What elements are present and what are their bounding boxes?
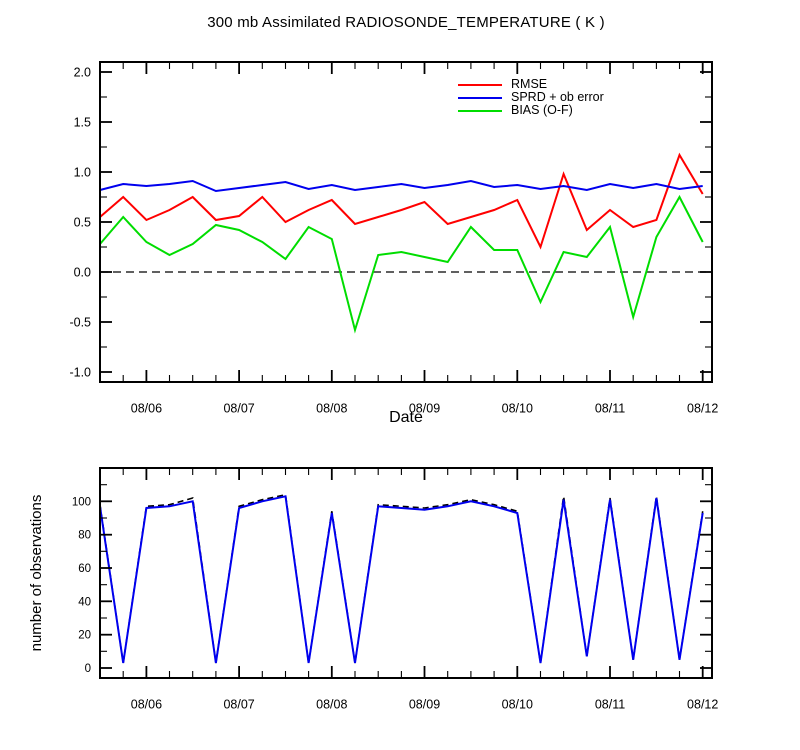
x-tick-label: 08/09 bbox=[409, 698, 440, 712]
legend-label-bias: BIAS (O-F) bbox=[511, 103, 573, 117]
x-tick-label: 08/08 bbox=[316, 698, 347, 712]
chart-title: 300 mb Assimilated RADIOSONDE_TEMPERATUR… bbox=[207, 14, 605, 31]
legend-line-bias bbox=[458, 109, 502, 112]
x-tick-label: 08/08 bbox=[316, 402, 347, 416]
series-line-bias-o-f- bbox=[99, 194, 704, 334]
x-tick-label: 08/12 bbox=[687, 402, 718, 416]
x-tick-label: 08/06 bbox=[131, 402, 162, 416]
y-tick-label: 0.5 bbox=[74, 215, 91, 229]
x-axis-ticks bbox=[99, 468, 704, 678]
y-tick-label: 20 bbox=[78, 630, 91, 642]
y-tick-label: -1.0 bbox=[69, 365, 91, 379]
y-tick-label: 40 bbox=[78, 596, 91, 608]
y-tick-label: 1.0 bbox=[74, 165, 91, 179]
legend-label-rmse: RMSE bbox=[511, 77, 548, 91]
legend-item-rmse: RMSE bbox=[458, 78, 604, 91]
y-tick-label: 100 bbox=[72, 496, 91, 508]
y-axis-label-observations: number of observations bbox=[28, 494, 45, 652]
y-tick-labels: 2.0 1.5 1.0 0.5 0.0 -0.5 -1.0 bbox=[69, 65, 91, 379]
y-tick-label: 80 bbox=[78, 530, 91, 542]
x-tick-label: 08/10 bbox=[502, 402, 533, 416]
y-tick-label: -0.5 bbox=[69, 315, 91, 329]
x-tick-label: 08/06 bbox=[131, 698, 162, 712]
x-tick-label: 08/09 bbox=[409, 402, 440, 416]
y-tick-label: 0 bbox=[85, 663, 91, 675]
x-tick-label: 08/07 bbox=[223, 698, 254, 712]
y-tick-label: 2.0 bbox=[74, 65, 91, 79]
legend: RMSE SPRD + ob error BIAS (O-F) bbox=[458, 78, 604, 117]
legend-item-sprd: SPRD + ob error bbox=[458, 91, 604, 104]
x-tick-label: 08/11 bbox=[595, 698, 625, 712]
y-axis-ticks bbox=[100, 467, 712, 669]
y-tick-labels: 100 80 60 40 20 0 bbox=[72, 496, 91, 675]
x-tick-labels: 08/06 08/07 08/08 08/09 08/10 08/11 08/12 bbox=[131, 698, 719, 712]
x-axis-label: Date bbox=[389, 409, 423, 426]
legend-line-rmse bbox=[458, 83, 502, 86]
series-line-sprd-ob-error bbox=[99, 179, 703, 193]
plot-border bbox=[99, 61, 713, 383]
y-tick-label: 0.0 bbox=[74, 265, 91, 279]
y-axis-ticks bbox=[100, 71, 712, 373]
x-axis-ticks bbox=[99, 62, 704, 382]
y-tick-label: 60 bbox=[78, 563, 91, 575]
x-tick-label: 08/12 bbox=[687, 698, 718, 712]
legend-item-bias: BIAS (O-F) bbox=[458, 104, 604, 117]
legend-label-sprd: SPRD + ob error bbox=[511, 90, 604, 104]
legend-line-sprd bbox=[458, 96, 502, 99]
x-tick-labels: 08/06 08/07 08/08 08/09 08/10 08/11 08/12 bbox=[131, 402, 719, 416]
series-line-rmse bbox=[99, 152, 704, 250]
x-tick-label: 08/11 bbox=[595, 402, 625, 416]
panel-0: 08/06 08/07 08/08 08/09 08/10 08/11 08/12 2.0 1.… bbox=[69, 61, 719, 416]
panel-1: 08/06 08/07 08/08 08/09 08/10 08/11 08/12 100 80… bbox=[72, 467, 719, 712]
series-line-obs-count-solid-blue bbox=[99, 495, 704, 664]
x-tick-label: 08/07 bbox=[223, 402, 254, 416]
y-tick-label: 1.5 bbox=[74, 115, 91, 129]
x-tick-label: 08/10 bbox=[502, 698, 533, 712]
plot-border bbox=[99, 467, 713, 679]
